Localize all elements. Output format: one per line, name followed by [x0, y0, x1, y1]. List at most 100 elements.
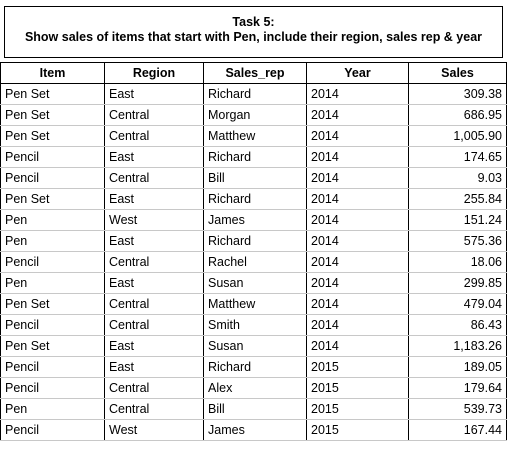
region-cell[interactable]: East [104, 335, 204, 357]
table-row: Pen Central Bill 2015 539.73 [0, 398, 507, 420]
region-cell[interactable]: East [104, 356, 204, 378]
year-cell[interactable]: 2015 [306, 398, 409, 420]
sales-cell[interactable]: 309.38 [408, 83, 507, 105]
year-cell[interactable]: 2014 [306, 272, 409, 294]
item-cell[interactable]: Pen [0, 230, 105, 252]
item-cell[interactable]: Pencil [0, 314, 105, 336]
column-header-region[interactable]: Region [104, 62, 204, 84]
sales-rep-cell[interactable]: James [203, 419, 307, 441]
region-cell[interactable]: East [104, 146, 204, 168]
sales-cell[interactable]: 1,005.90 [408, 125, 507, 147]
table-row: Pen West James 2014 151.24 [0, 209, 507, 231]
year-cell[interactable]: 2014 [306, 83, 409, 105]
sales-rep-cell[interactable]: Morgan [203, 104, 307, 126]
region-cell[interactable]: Central [104, 104, 204, 126]
sales-cell[interactable]: 255.84 [408, 188, 507, 210]
sales-rep-cell[interactable]: Bill [203, 167, 307, 189]
sales-cell[interactable]: 18.06 [408, 251, 507, 273]
sales-rep-cell[interactable]: Matthew [203, 293, 307, 315]
item-cell[interactable]: Pencil [0, 419, 105, 441]
sales-cell[interactable]: 151.24 [408, 209, 507, 231]
sales-cell[interactable]: 299.85 [408, 272, 507, 294]
region-cell[interactable]: East [104, 188, 204, 210]
sales-rep-cell[interactable]: Smith [203, 314, 307, 336]
year-cell[interactable]: 2014 [306, 125, 409, 147]
item-cell[interactable]: Pen [0, 398, 105, 420]
table-row: Pen Set East Richard 2014 255.84 [0, 188, 507, 210]
column-header-year[interactable]: Year [306, 62, 409, 84]
sales-rep-cell[interactable]: James [203, 209, 307, 231]
year-cell[interactable]: 2014 [306, 167, 409, 189]
year-cell[interactable]: 2014 [306, 251, 409, 273]
year-cell[interactable]: 2014 [306, 335, 409, 357]
sales-cell[interactable]: 539.73 [408, 398, 507, 420]
region-cell[interactable]: Central [104, 314, 204, 336]
region-cell[interactable]: Central [104, 377, 204, 399]
year-cell[interactable]: 2014 [306, 146, 409, 168]
year-cell[interactable]: 2014 [306, 188, 409, 210]
sales-cell[interactable]: 479.04 [408, 293, 507, 315]
item-cell[interactable]: Pen Set [0, 188, 105, 210]
year-cell[interactable]: 2014 [306, 209, 409, 231]
column-header-sales-rep[interactable]: Sales_rep [203, 62, 307, 84]
sales-rep-cell[interactable]: Richard [203, 230, 307, 252]
sales-rep-cell[interactable]: Susan [203, 335, 307, 357]
region-cell[interactable]: Central [104, 251, 204, 273]
table-body: Pen Set East Richard 2014 309.38 Pen Set Centr… [0, 83, 507, 441]
region-cell[interactable]: West [104, 209, 204, 231]
sales-rep-cell[interactable]: Susan [203, 272, 307, 294]
item-cell[interactable]: Pencil [0, 167, 105, 189]
column-header-sales[interactable]: Sales [408, 62, 507, 84]
sales-rep-cell[interactable]: Bill [203, 398, 307, 420]
region-cell[interactable]: Central [104, 293, 204, 315]
item-cell[interactable]: Pen Set [0, 83, 105, 105]
sales-rep-cell[interactable]: Richard [203, 188, 307, 210]
column-header-item[interactable]: Item [0, 62, 105, 84]
item-cell[interactable]: Pen Set [0, 125, 105, 147]
region-cell[interactable]: Central [104, 398, 204, 420]
region-cell[interactable]: Central [104, 167, 204, 189]
region-cell[interactable]: Central [104, 125, 204, 147]
item-cell[interactable]: Pen Set [0, 104, 105, 126]
sales-cell[interactable]: 9.03 [408, 167, 507, 189]
sales-rep-cell[interactable]: Rachel [203, 251, 307, 273]
year-cell[interactable]: 2015 [306, 419, 409, 441]
item-cell[interactable]: Pencil [0, 251, 105, 273]
table-row: Pencil Central Bill 2014 9.03 [0, 167, 507, 189]
sales-rep-cell[interactable]: Richard [203, 83, 307, 105]
year-cell[interactable]: 2015 [306, 377, 409, 399]
sales-cell[interactable]: 575.36 [408, 230, 507, 252]
item-cell[interactable]: Pencil [0, 377, 105, 399]
year-cell[interactable]: 2014 [306, 230, 409, 252]
item-cell[interactable]: Pencil [0, 146, 105, 168]
sales-rep-cell[interactable]: Richard [203, 356, 307, 378]
sales-cell[interactable]: 86.43 [408, 314, 507, 336]
sales-rep-cell[interactable]: Alex [203, 377, 307, 399]
sales-rep-cell[interactable]: Richard [203, 146, 307, 168]
sales-rep-cell[interactable]: Matthew [203, 125, 307, 147]
item-cell[interactable]: Pencil [0, 356, 105, 378]
sales-cell[interactable]: 174.65 [408, 146, 507, 168]
item-cell[interactable]: Pen Set [0, 293, 105, 315]
year-cell[interactable]: 2014 [306, 314, 409, 336]
year-cell[interactable]: 2015 [306, 356, 409, 378]
region-cell[interactable]: West [104, 419, 204, 441]
sales-cell[interactable]: 1,183.26 [408, 335, 507, 357]
year-cell[interactable]: 2014 [306, 104, 409, 126]
item-cell[interactable]: Pen Set [0, 335, 105, 357]
item-cell[interactable]: Pen [0, 209, 105, 231]
region-cell[interactable]: East [104, 230, 204, 252]
region-cell[interactable]: East [104, 83, 204, 105]
year-cell[interactable]: 2014 [306, 293, 409, 315]
sales-cell[interactable]: 179.64 [408, 377, 507, 399]
sales-cell[interactable]: 189.05 [408, 356, 507, 378]
region-cell[interactable]: East [104, 272, 204, 294]
sales-cell[interactable]: 167.44 [408, 419, 507, 441]
table-row: Pen Set Central Morgan 2014 686.95 [0, 104, 507, 126]
table-row: Pen Set East Richard 2014 309.38 [0, 83, 507, 105]
item-cell[interactable]: Pen [0, 272, 105, 294]
table-row: Pen East Susan 2014 299.85 [0, 272, 507, 294]
table-row: Pencil East Richard 2014 174.65 [0, 146, 507, 168]
sales-cell[interactable]: 686.95 [408, 104, 507, 126]
task-title: Task 5: [232, 15, 275, 29]
